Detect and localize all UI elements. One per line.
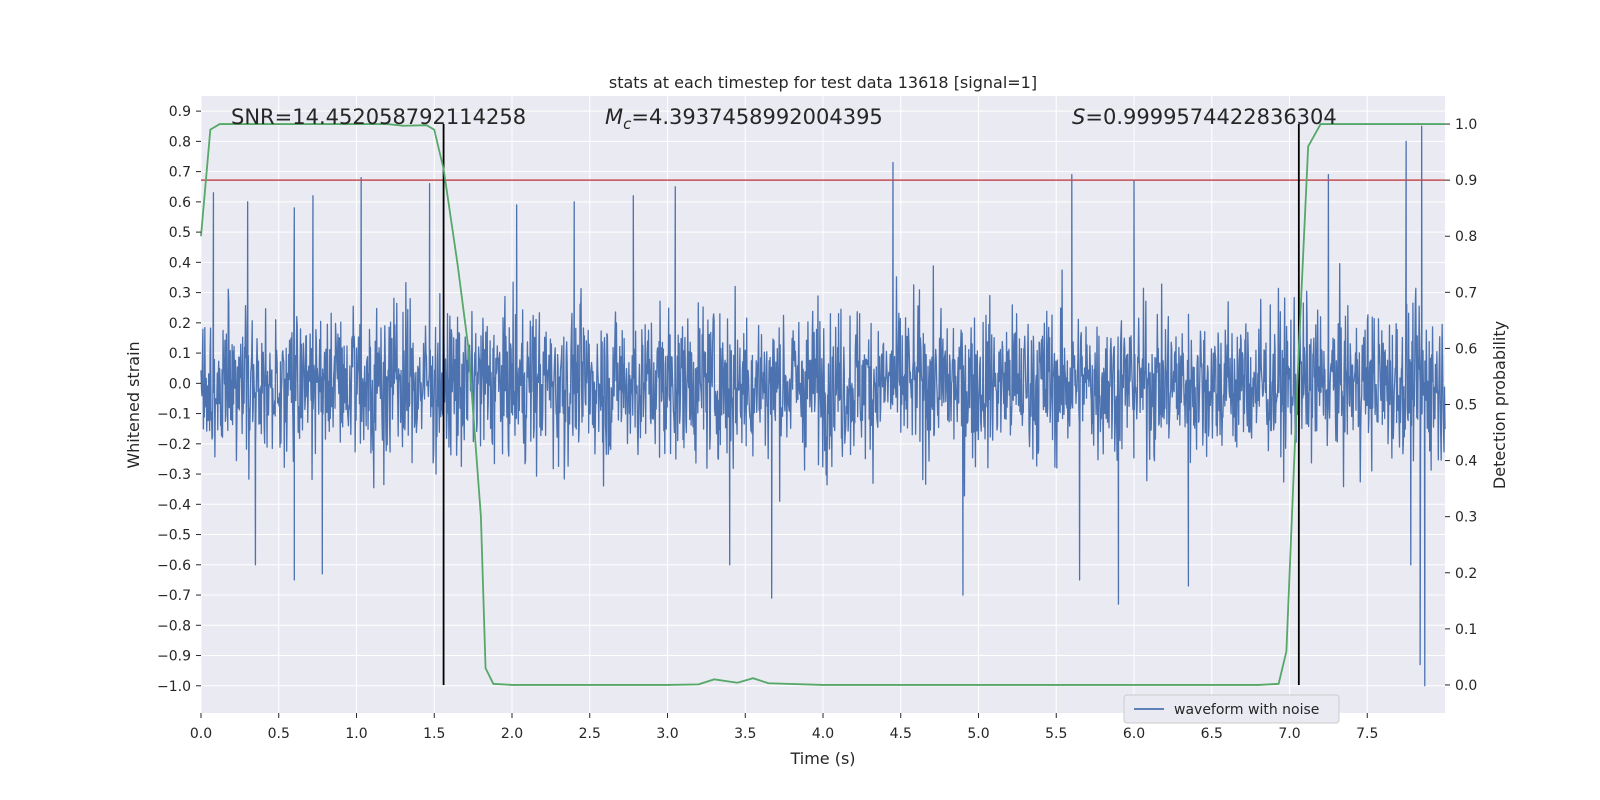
y-tick-label: 0.2 <box>169 316 191 332</box>
x-tick-label: 4.0 <box>812 726 834 742</box>
y-axis-ticks: 0.9 0.8 0.7 0.6 0.5 0.4 0.3 0.2 0.1 0.0 −0.1 −0.2 −0… <box>157 104 201 695</box>
y-tick-label: 0.8 <box>169 134 191 150</box>
snr-value: 14.452058792114258 <box>292 105 526 129</box>
y-tick-label: −0.4 <box>157 497 191 513</box>
detection-probability-line <box>200 123 1445 686</box>
y-tick-label: 0.1 <box>169 346 191 362</box>
y2-tick-label: 0.4 <box>1455 454 1477 470</box>
waveform-line <box>200 125 1446 687</box>
y-tick-label: −0.8 <box>157 618 191 634</box>
y2-axis-ticks: 1.0 0.9 0.8 0.7 0.6 0.5 0.4 0.3 0.2 0.1 0.0 <box>1445 117 1477 694</box>
y-tick-label: −0.1 <box>157 407 191 423</box>
y-tick-label: −0.3 <box>157 467 191 483</box>
x-tick-label: 2.0 <box>501 726 523 742</box>
s-label: S <box>1072 105 1085 129</box>
waveform-series <box>200 125 1446 687</box>
y2-tick-label: 0.9 <box>1455 173 1477 189</box>
y2-tick-label: 0.0 <box>1455 678 1477 694</box>
x-tick-label: 5.5 <box>1045 726 1067 742</box>
x-tick-label: 1.5 <box>423 726 445 742</box>
y2-tick-label: 0.1 <box>1455 622 1477 638</box>
mc-subscript: c <box>623 115 632 133</box>
x-tick-label: 4.5 <box>890 726 912 742</box>
legend-box <box>1123 694 1340 724</box>
vertical-markers <box>442 124 1300 685</box>
y2-tick-label: 0.3 <box>1455 510 1477 526</box>
y2-tick-label: 0.6 <box>1455 341 1477 357</box>
y-tick-label: −1.0 <box>157 679 191 695</box>
y-tick-label: −0.9 <box>157 649 191 665</box>
y2-tick-label: 0.8 <box>1455 229 1477 245</box>
y2-tick-label: 0.7 <box>1455 285 1477 301</box>
x-tick-label: 3.5 <box>734 726 756 742</box>
y-tick-label: −0.7 <box>157 588 191 604</box>
mc-value: 4.3937458992004395 <box>649 105 883 129</box>
x-axis-label: Time (s) <box>789 749 855 768</box>
x-tick-label: 7.0 <box>1278 726 1300 742</box>
chirp-mass-annotation: Mc=4.3937458992004395 <box>605 105 883 133</box>
x-tick-label: 1.0 <box>345 726 367 742</box>
x-tick-label: 0.0 <box>190 726 212 742</box>
snr-label: SNR <box>231 105 275 129</box>
chart-title: stats at each timestep for test data 136… <box>609 73 1037 92</box>
y-tick-label: 0.5 <box>169 225 191 241</box>
y-tick-label: 0.9 <box>169 104 191 120</box>
x-tick-label: 6.0 <box>1123 726 1145 742</box>
legend-label: waveform with noise <box>1174 702 1319 718</box>
y2-tick-label: 0.2 <box>1455 566 1477 582</box>
y2-axis-label: Detection probability <box>1490 321 1509 489</box>
x-tick-label: 3.0 <box>656 726 678 742</box>
y2-tick-label: 1.0 <box>1455 117 1477 133</box>
y-tick-label: −0.5 <box>157 528 191 544</box>
y-tick-label: −0.2 <box>157 437 191 453</box>
x-tick-label: 7.5 <box>1356 726 1378 742</box>
x-tick-label: 2.5 <box>579 726 601 742</box>
detection-score-annotation: S=0.9999574422836304 <box>1072 105 1337 129</box>
s-value: 0.9999574422836304 <box>1103 105 1337 129</box>
x-tick-label: 5.0 <box>967 726 989 742</box>
y2-tick-label: 0.5 <box>1455 398 1477 414</box>
y-tick-label: 0.3 <box>169 286 191 302</box>
snr-annotation: SNR=14.452058792114258 <box>231 105 526 129</box>
x-tick-label: 0.5 <box>268 726 290 742</box>
y-tick-label: 0.4 <box>169 255 191 271</box>
x-axis-ticks: 0.0 0.5 1.0 1.5 2.0 2.5 3.0 3.5 4.0 4.5 5.0 5.5 6.0 6… <box>190 713 1378 742</box>
mc-label: M <box>605 105 623 129</box>
y-tick-label: −0.6 <box>157 558 191 574</box>
x-tick-label: 6.5 <box>1201 726 1223 742</box>
legend: waveform with noise <box>1123 694 1340 724</box>
y-tick-label: 0.7 <box>169 165 191 181</box>
y-axis-label: Whitened strain <box>124 341 143 468</box>
y-tick-label: 0.0 <box>169 376 191 392</box>
y-tick-label: 0.6 <box>169 195 191 211</box>
